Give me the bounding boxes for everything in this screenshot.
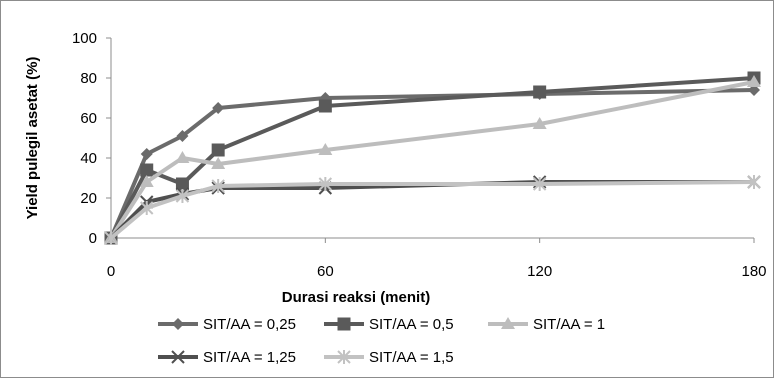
y-tick-label: 20 [80,190,97,207]
legend-marker [337,350,351,364]
legend-marker [337,317,351,331]
data-point [140,201,154,215]
x-tick-label: 120 [527,263,552,280]
data-point [532,177,547,191]
data-point [533,85,547,99]
data-point [211,157,226,169]
data-point [318,99,332,113]
legend-marker [171,350,185,364]
y-tick-label: 0 [89,230,97,247]
legend-label: SIT/AA = 0,25 [203,316,296,333]
legend-label: SIT/AA = 0,5 [369,316,454,333]
data-point [212,102,225,114]
legend-item: SIT/AA = 0,25 [158,316,296,333]
data-point [140,148,153,160]
data-point [140,163,154,177]
data-point [747,75,761,87]
data-point [139,175,154,187]
y-axis-ticks: 0 20 40 60 80 100 [72,30,111,247]
data-point [318,177,333,191]
data-point [747,175,761,189]
legend-item: SIT/AA = 0,5 [324,316,454,333]
data-point [211,143,225,157]
legend-label: SIT/AA = 1,25 [203,349,296,366]
series-5 [104,175,761,245]
x-tick-label: 60 [317,263,334,280]
x-axis-title: Durasi reaksi (menit) [282,289,430,306]
data-point [104,231,118,245]
legend-label: SIT/AA = 1,5 [369,349,454,366]
data-point [318,143,333,155]
legend-marker [501,317,515,329]
data-point [175,189,190,203]
y-tick-label: 60 [80,110,97,127]
legend-label: SIT/AA = 1 [533,316,605,333]
series-3 [104,75,761,243]
legend-item: SIT/AA = 1,5 [324,349,454,366]
y-tick-label: 80 [80,70,97,87]
data-point [176,130,189,142]
legend-marker [172,318,184,330]
legend: SIT/AA = 0,25 SIT/AA = 0,5 SIT/AA = 1 SIT/A… [158,316,605,366]
x-tick-label: 180 [741,263,766,280]
data-point [532,117,547,129]
legend-item: SIT/AA = 1 [488,316,605,333]
x-axis-ticks: 0 60 120 180 [107,238,767,280]
x-tick-label: 0 [107,263,115,280]
y-tick-label: 100 [72,30,97,47]
y-tick-label: 40 [80,150,97,167]
legend-item: SIT/AA = 1,25 [158,349,296,366]
data-point [175,177,189,191]
data-point [175,151,190,163]
y-axis-title: Yield pulegil asetat (%) [24,57,41,220]
data-point [211,179,225,193]
series-layer [104,71,761,245]
